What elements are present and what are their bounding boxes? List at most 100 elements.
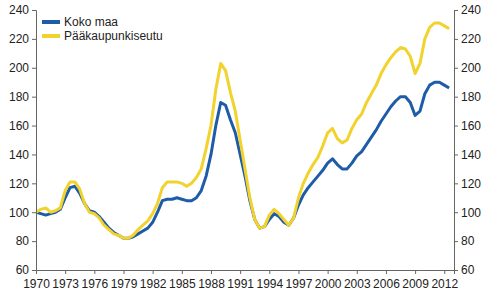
legend-swatch	[42, 34, 60, 38]
chart: 1970197319761979198219851988199119941997…	[0, 0, 494, 304]
x-axis-tick-mark	[386, 270, 387, 274]
x-axis-tick: 1982	[140, 270, 167, 291]
legend-label: Pääkaupunkiseutu	[64, 29, 163, 43]
y2-axis-tick-label: 200	[461, 61, 481, 75]
x-axis-tick-mark	[94, 270, 95, 274]
y-axis-tick-mark	[32, 10, 36, 11]
y-axis-tick-label: 200	[9, 61, 29, 75]
x-axis-tick-mark	[298, 270, 299, 274]
y-axis-tick: 140	[9, 148, 36, 162]
y2-axis-tick: 240	[454, 3, 481, 17]
x-axis-tick-mark	[444, 270, 445, 274]
y-axis-tick-mark	[32, 212, 36, 213]
x-axis-tick-label: 1979	[111, 277, 138, 291]
y2-axis-tick-label: 240	[461, 3, 481, 17]
y2-axis-tick-mark	[454, 154, 458, 155]
x-axis-tick-label: 1994	[256, 277, 283, 291]
y-axis-tick-label: 180	[9, 90, 29, 104]
x-axis-tick-label: 1988	[198, 277, 225, 291]
y-axis-tick: 200	[9, 61, 36, 75]
y2-axis-tick-mark	[454, 10, 458, 11]
x-axis-tick: 2006	[373, 270, 400, 291]
y2-axis-tick-label: 80	[461, 234, 475, 248]
legend-label: Koko maa	[64, 15, 118, 29]
y-axis-tick-label: 160	[9, 119, 29, 133]
y2-axis-tick-mark	[454, 39, 458, 40]
y2-axis-tick-mark	[454, 270, 458, 271]
x-axis-tick: 1991	[227, 270, 254, 291]
y2-axis-tick-mark	[454, 183, 458, 184]
y-axis-tick-label: 80	[16, 234, 30, 248]
y-axis-tick-mark	[32, 154, 36, 155]
x-axis-tick: 1973	[52, 270, 79, 291]
legend-swatch	[42, 20, 60, 24]
x-axis-tick-mark	[211, 270, 212, 274]
y-axis-tick-mark	[32, 39, 36, 40]
plot: 1970197319761979198219851988199119941997…	[9, 3, 481, 290]
x-axis-tick: 2012	[431, 270, 458, 291]
legend-entry: Pääkaupunkiseutu	[42, 29, 163, 43]
legend: Koko maaPääkaupunkiseutu	[42, 15, 163, 43]
y2-axis-tick: 160	[454, 119, 481, 133]
y-axis-tick: 80	[16, 234, 36, 248]
x-axis: 1970197319761979198219851988199119941997…	[23, 270, 458, 291]
y2-axis-tick-mark	[454, 68, 458, 69]
x-axis-tick-label: 1991	[227, 277, 254, 291]
y-axis-tick-label: 220	[9, 32, 29, 46]
y-axis-tick-mark	[32, 270, 36, 271]
y2-axis-tick-mark	[454, 212, 458, 213]
y2-axis-tick-mark	[454, 97, 458, 98]
y-axis-tick: 180	[9, 90, 36, 104]
y2-axis-tick-label: 140	[461, 148, 481, 162]
y2-axis-tick: 80	[454, 234, 475, 248]
y-axis-line	[32, 11, 37, 271]
y2-axis-tick: 220	[454, 32, 481, 46]
x-axis-tick-label: 1997	[286, 277, 313, 291]
y2-axis-tick-mark	[454, 241, 458, 242]
y-axis-tick-mark	[32, 126, 36, 127]
y-axis-tick: 100	[9, 206, 36, 220]
x-axis-tick-label: 1973	[52, 277, 79, 291]
x-axis-tick-label: 2000	[315, 277, 342, 291]
y-axis: 60 80 100 120 140 160 180 200 220 240	[9, 3, 37, 277]
y2-axis-tick: 180	[454, 90, 481, 104]
y-axis-tick: 160	[9, 119, 36, 133]
y2-axis-line	[455, 11, 459, 271]
x-axis-tick: 1994	[256, 270, 283, 291]
y-axis-tick: 120	[9, 177, 36, 191]
y2-axis-tick: 60	[454, 263, 475, 277]
y2-axis-tick: 200	[454, 61, 481, 75]
y-axis-tick-label: 100	[9, 206, 29, 220]
y2-axis-tick-mark	[454, 126, 458, 127]
y2-axis-tick-label: 120	[461, 177, 481, 191]
y2-axis-tick: 100	[454, 206, 481, 220]
x-axis-line	[37, 271, 455, 275]
y2-axis-tick-label: 220	[461, 32, 481, 46]
x-axis-tick-mark	[153, 270, 154, 274]
y2-axis-tick-label: 180	[461, 90, 481, 104]
x-axis-tick-mark	[415, 270, 416, 274]
series-line	[36, 23, 449, 238]
x-axis-tick-label: 1985	[169, 277, 196, 291]
x-axis-tick-mark	[182, 270, 183, 274]
x-axis-tick: 1997	[286, 270, 313, 291]
y-axis-tick-mark	[32, 97, 36, 98]
y-axis-tick-label: 60	[16, 263, 30, 277]
x-axis-tick-mark	[123, 270, 124, 274]
y-axis-tick-mark	[32, 183, 36, 184]
y-axis-tick-label: 120	[9, 177, 29, 191]
x-axis-tick-label: 1970	[23, 277, 50, 291]
y-axis-tick-label: 240	[9, 3, 29, 17]
x-axis-tick: 1988	[198, 270, 225, 291]
lines	[36, 23, 449, 238]
y2-axis-tick-label: 100	[461, 206, 481, 220]
x-axis-tick-label: 1982	[140, 277, 167, 291]
y-axis-tick-mark	[32, 68, 36, 69]
x-axis-tick: 2003	[344, 270, 371, 291]
y-axis-tick: 220	[9, 32, 36, 46]
y2-axis-tick-label: 160	[461, 119, 481, 133]
y-axis-tick: 60	[16, 263, 36, 277]
x-axis-tick: 1979	[111, 270, 138, 291]
x-axis-tick: 1985	[169, 270, 196, 291]
x-axis-tick: 2000	[315, 270, 342, 291]
